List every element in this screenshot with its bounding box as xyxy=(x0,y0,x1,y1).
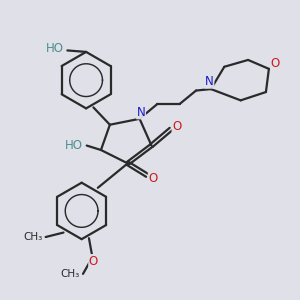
Text: HO: HO xyxy=(46,42,64,56)
Text: O: O xyxy=(172,120,182,133)
Text: O: O xyxy=(271,57,280,70)
Text: CH₃: CH₃ xyxy=(23,232,43,242)
Text: HO: HO xyxy=(65,139,83,152)
Text: N: N xyxy=(137,106,146,119)
Text: CH₃: CH₃ xyxy=(61,269,80,279)
Text: O: O xyxy=(89,255,98,268)
Text: N: N xyxy=(205,75,214,88)
Text: O: O xyxy=(148,172,158,185)
